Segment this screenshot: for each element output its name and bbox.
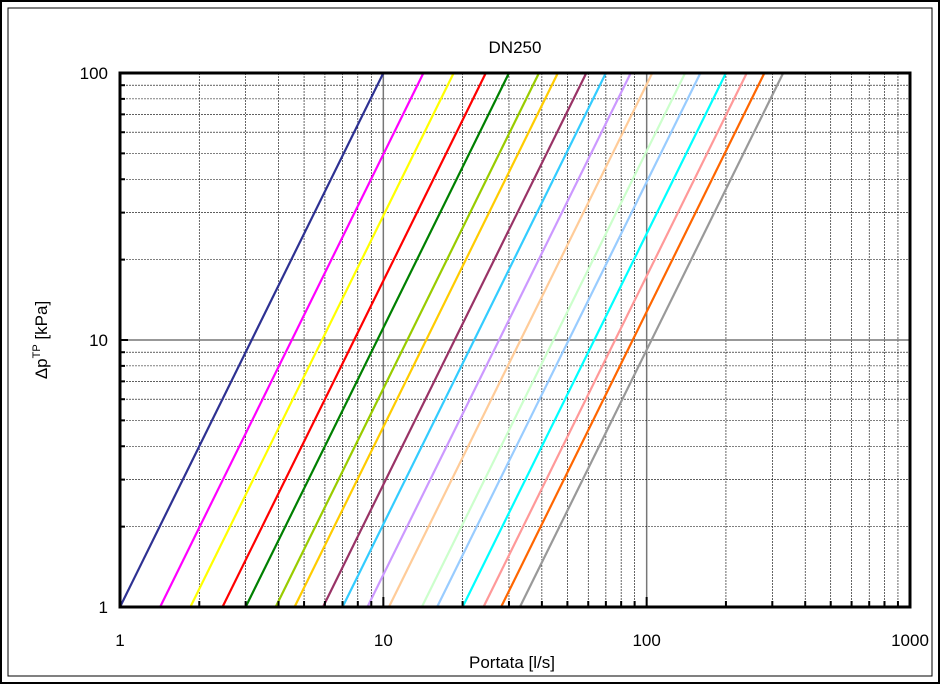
grid bbox=[120, 73, 910, 607]
x-tick-labels: 1 10 100 1000 bbox=[115, 631, 929, 650]
x-tick-label: 10 bbox=[374, 631, 393, 650]
series-layer bbox=[119, 72, 785, 608]
x-tick-label: 1 bbox=[115, 631, 124, 650]
series-line-7 bbox=[293, 72, 559, 608]
series-line-2 bbox=[159, 72, 425, 608]
series-line-9 bbox=[341, 72, 607, 608]
plot-area bbox=[118, 71, 912, 609]
series-line-5 bbox=[244, 72, 510, 608]
series-line-12 bbox=[420, 72, 687, 608]
series-line-3 bbox=[189, 72, 455, 608]
series-line-17 bbox=[518, 72, 785, 608]
chart-title: DN250 bbox=[489, 38, 542, 57]
x-tick-label: 1000 bbox=[891, 631, 929, 650]
series-line-15 bbox=[482, 72, 748, 608]
y-axis-label-unit: [kPa] bbox=[32, 301, 51, 344]
series-line-14 bbox=[461, 72, 727, 608]
series-line-4 bbox=[221, 72, 487, 608]
y-axis-label-main: Δp bbox=[32, 358, 51, 379]
series-line-8 bbox=[322, 72, 588, 608]
series-line-16 bbox=[500, 72, 766, 608]
axis-ticks bbox=[120, 84, 899, 607]
y-tick-label: 100 bbox=[80, 64, 108, 83]
series-line-10 bbox=[366, 72, 632, 608]
x-tick-label: 100 bbox=[632, 631, 660, 650]
series-line-11 bbox=[387, 72, 654, 608]
y-tick-label: 1 bbox=[99, 598, 108, 617]
x-axis-label: Portata [l/s] bbox=[469, 653, 555, 672]
series-line-1 bbox=[119, 72, 385, 608]
y-axis-label: ΔpTP [kPa] bbox=[31, 301, 51, 379]
series-line-6 bbox=[274, 72, 540, 608]
inner-border bbox=[7, 7, 933, 677]
series-line-13 bbox=[436, 72, 702, 608]
y-axis-label-superscript: TP bbox=[31, 344, 43, 358]
y-tick-label: 10 bbox=[89, 331, 108, 350]
y-tick-labels: 1 10 100 bbox=[80, 64, 108, 617]
